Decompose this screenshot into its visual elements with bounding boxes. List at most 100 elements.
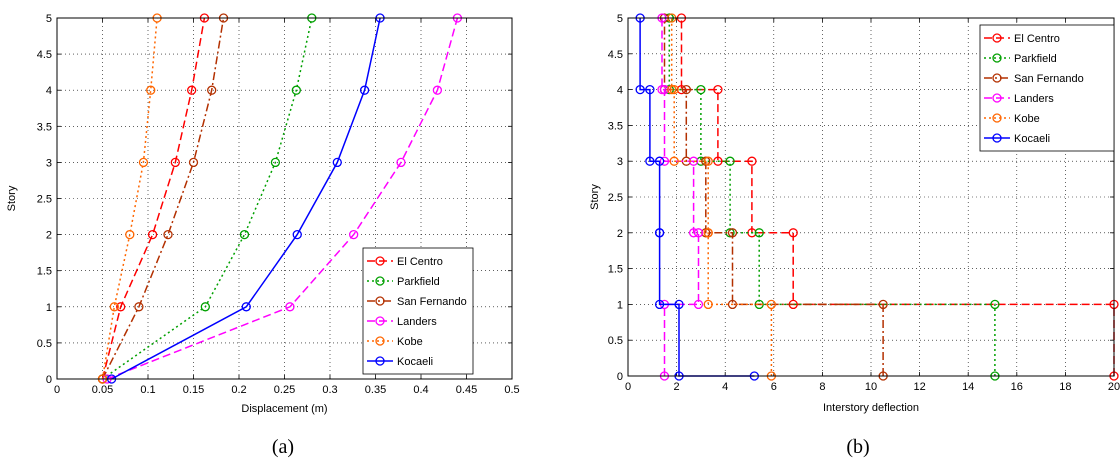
data-point [146, 85, 156, 95]
data-point [754, 228, 764, 238]
data-point [667, 84, 677, 95]
y-tick-label: 5 [617, 13, 623, 25]
y-tick-label: 4 [617, 85, 623, 97]
data-point [645, 156, 655, 166]
series-line [663, 18, 884, 376]
y-tick-label: 3 [46, 157, 52, 169]
axes-frame [56, 17, 513, 380]
y-tick-label: 0.5 [37, 338, 52, 350]
x-tick-label: 0.15 [183, 384, 204, 396]
data-point [270, 157, 281, 168]
y-tick-label: 0 [46, 374, 52, 386]
data-point [147, 229, 158, 240]
legend-marker [375, 336, 385, 346]
data-point [200, 302, 210, 312]
data-point [207, 85, 217, 95]
x-tick-label: 12 [913, 381, 925, 393]
data-point [188, 157, 199, 168]
y-axis-label: Story [589, 184, 601, 210]
data-point [878, 299, 888, 310]
data-point [703, 299, 713, 310]
data-point [292, 229, 302, 240]
data-point [163, 229, 173, 240]
x-tick-label: 0.45 [456, 384, 477, 396]
legend-marker [992, 73, 1002, 83]
y-tick-label: 1 [617, 299, 623, 311]
x-tick-label: 0.1 [140, 384, 155, 396]
legend-marker [375, 316, 385, 326]
data-point [285, 302, 295, 312]
data-point [138, 157, 149, 168]
series-line [101, 17, 158, 380]
y-tick-label: 1 [46, 302, 52, 314]
x-tick-label: 6 [771, 381, 777, 393]
data-point [990, 299, 1000, 310]
data-point [669, 84, 679, 95]
legend-label: Parkfield [1014, 53, 1057, 65]
legend-marker [992, 93, 1002, 103]
y-tick-label: 3 [617, 156, 623, 168]
legend-label: Kocaeli [1014, 133, 1050, 145]
y-axis-label: Story [6, 185, 18, 211]
data-point [659, 156, 670, 166]
x-tick-label: 18 [1059, 381, 1071, 393]
x-tick-label: 2 [674, 381, 680, 393]
data-point [654, 228, 665, 238]
x-tick-label: 0.3 [322, 384, 337, 396]
legend-label: Kobe [397, 336, 423, 348]
legend-label: Landers [1014, 93, 1054, 105]
legend-marker [375, 276, 385, 286]
data-point [688, 228, 699, 238]
legend-box [979, 24, 1115, 152]
data-point [241, 302, 251, 312]
legend-label: Parkfield [397, 276, 440, 288]
x-tick-label: 0.35 [365, 384, 386, 396]
y-tick-label: 0.5 [608, 335, 623, 347]
data-point [187, 85, 197, 95]
data-point [635, 84, 645, 95]
data-point [703, 156, 713, 166]
data-point [657, 84, 667, 95]
data-point [654, 156, 665, 166]
data-point [713, 84, 723, 95]
data-point [654, 299, 665, 310]
series-line [661, 18, 700, 376]
y-tick-label: 3.5 [608, 120, 623, 132]
data-point [788, 228, 798, 238]
data-point [125, 229, 135, 240]
x-tick-label: 10 [865, 381, 877, 393]
legend-label: El Centro [397, 256, 443, 268]
data-point [349, 229, 359, 240]
chart-b: 0 2 4 6 8 10 12 14 16 18 20 0 0.5 1 1.5 2 2.5 3 3.5 4 4.5 5 In… [589, 13, 1120, 414]
x-axis-label: Displacement (m) [241, 403, 327, 415]
x-tick-label: 0.05 [92, 384, 113, 396]
legend-label: Kocaeli [397, 356, 433, 368]
legend-box [362, 247, 474, 375]
series-line [101, 17, 206, 380]
x-tick-label: 14 [962, 381, 974, 393]
legend-marker [992, 133, 1002, 143]
x-tick-label: 0.2 [231, 384, 246, 396]
axes-frame [627, 17, 1115, 377]
x-tick-label: 4 [722, 381, 728, 393]
x-tick-label: 0 [625, 381, 631, 393]
legend-label: San Fernando [397, 296, 467, 308]
legend-label: San Fernando [1014, 73, 1084, 85]
data-point [669, 156, 679, 166]
data-point [659, 84, 670, 95]
y-tick-label: 2.5 [608, 192, 623, 204]
data-point [239, 229, 250, 240]
series-line [111, 17, 381, 380]
data-point [725, 156, 735, 166]
y-tick-label: 4 [46, 85, 52, 97]
legend-label: Kobe [1014, 113, 1040, 125]
y-tick-label: 0 [617, 371, 623, 383]
data-point [432, 85, 443, 95]
data-point [701, 156, 711, 166]
x-tick-label: 8 [819, 381, 825, 393]
y-tick-label: 3.5 [37, 121, 52, 133]
data-point [170, 157, 180, 168]
data-point [703, 228, 713, 238]
y-tick-label: 1.5 [37, 266, 52, 278]
